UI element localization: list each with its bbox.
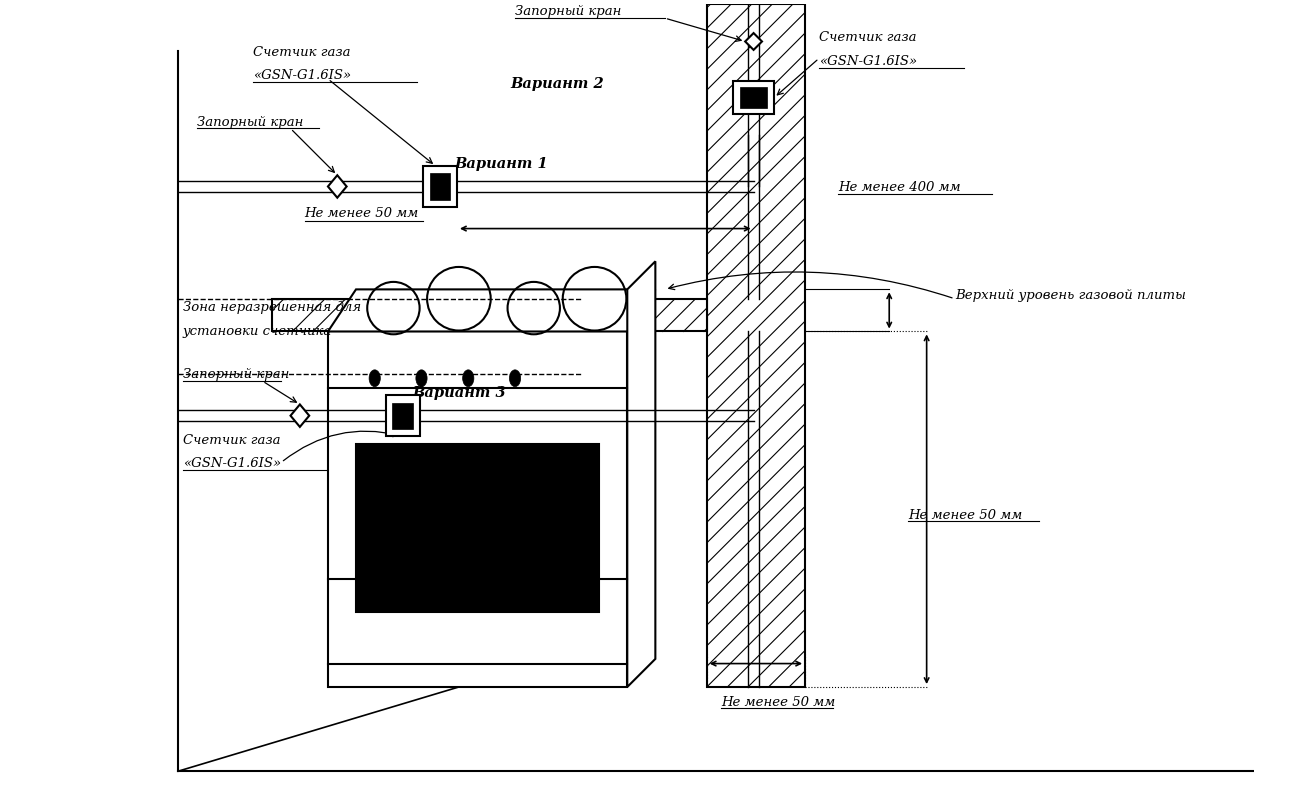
Text: Вариант 2: Вариант 2 (510, 77, 603, 91)
Bar (733, 81, 774, 115)
Text: Запорный кран: Запорный кран (516, 6, 621, 18)
Polygon shape (291, 404, 309, 427)
Ellipse shape (463, 370, 474, 387)
Text: Не менее 50 мм: Не менее 50 мм (721, 695, 835, 709)
Polygon shape (328, 176, 346, 198)
Text: Не менее 50 мм: Не менее 50 мм (908, 508, 1022, 521)
Text: Вариант 1: Вариант 1 (455, 156, 548, 171)
Ellipse shape (509, 370, 521, 387)
Bar (430, 173, 451, 200)
Bar (424, 166, 457, 207)
Text: установки счетчика: установки счетчика (183, 326, 332, 338)
Text: Запорный кран: Запорный кран (196, 115, 304, 128)
Text: Не менее 400 мм: Не менее 400 мм (837, 181, 960, 194)
Text: «GSN-G1.6IS»: «GSN-G1.6IS» (253, 69, 351, 82)
Bar (271, 298, 707, 331)
Text: «GSN-G1.6IS»: «GSN-G1.6IS» (183, 457, 282, 470)
Polygon shape (328, 290, 655, 331)
Bar (328, 331, 628, 687)
Bar (707, 4, 805, 687)
Bar (740, 87, 766, 108)
Text: Вариант 3: Вариант 3 (412, 386, 505, 400)
Text: Запорный кран: Запорный кран (183, 368, 289, 381)
Text: Верхний уровень газовой плиты: Верхний уровень газовой плиты (955, 289, 1186, 302)
Text: Счетчик газа: Счетчик газа (253, 46, 350, 59)
Polygon shape (628, 261, 655, 687)
Text: Счетчик газа: Счетчик газа (183, 434, 280, 447)
Bar (393, 403, 413, 429)
Polygon shape (745, 33, 762, 50)
Ellipse shape (370, 370, 380, 387)
Text: «GSN-G1.6IS»: «GSN-G1.6IS» (819, 55, 917, 68)
Bar (386, 395, 420, 436)
Bar (357, 444, 599, 612)
Text: Не менее 50 мм: Не менее 50 мм (305, 208, 419, 221)
Ellipse shape (416, 370, 428, 387)
Text: Счетчик газа: Счетчик газа (819, 31, 916, 44)
Text: Зона неразрешенная для: Зона неразрешенная для (183, 301, 360, 314)
